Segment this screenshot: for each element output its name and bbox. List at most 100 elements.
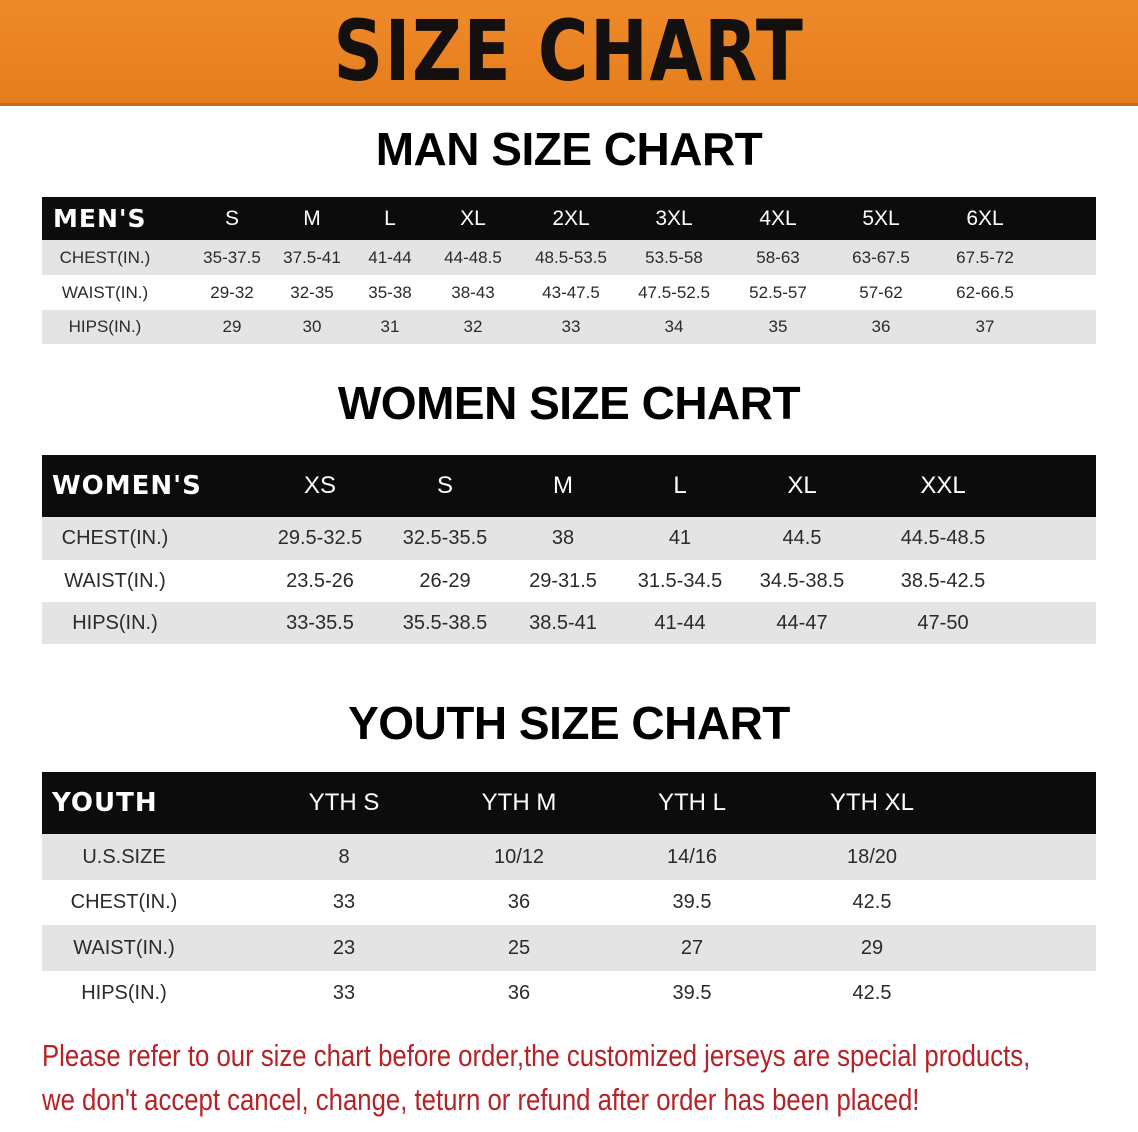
table-header-row: MEN'S S M L XL 2XL 3XL 4XL 5XL 6XL xyxy=(42,197,1096,240)
table-cell: 42.5 xyxy=(852,891,892,913)
banner-title: SIZE CHART xyxy=(333,2,805,100)
table-cell: 38-43 xyxy=(451,282,495,302)
table-cell: 62-66.5 xyxy=(956,282,1014,302)
size-header: 2XL xyxy=(552,206,590,230)
size-header: 3XL xyxy=(655,206,693,230)
table-cell: 29-32 xyxy=(210,282,254,302)
table-header-label: WOMEN'S xyxy=(52,471,202,501)
table-cell: 44-48.5 xyxy=(444,247,502,267)
table-cell: 67.5-72 xyxy=(956,247,1014,267)
table-cell: 33 xyxy=(332,982,356,1004)
table-row: CHEST(IN.) 29.5-32.5 32.5-35.5 38 41 44.5 44.5… xyxy=(42,517,1096,560)
table-cell: 29 xyxy=(222,317,242,336)
size-header: L xyxy=(673,472,687,499)
size-header: YTH S xyxy=(308,789,380,816)
table-cell: 29-31.5 xyxy=(529,569,597,592)
table-cell: 32 xyxy=(463,317,483,336)
row-label: CHEST(IN.) xyxy=(61,527,169,549)
table-cell: 10/12 xyxy=(493,845,545,868)
table-cell: 43-47.5 xyxy=(542,282,600,302)
table-cell: 35-38 xyxy=(368,282,412,302)
size-header: YTH XL xyxy=(829,789,915,816)
table-cell: 23 xyxy=(332,936,356,959)
table-cell: 18/20 xyxy=(846,845,898,868)
table-cell: 36 xyxy=(871,317,891,336)
table-cell: 47.5-52.5 xyxy=(638,282,710,302)
table-cell: 27 xyxy=(680,936,704,959)
table-row: WAIST(IN.) 23.5-26 26-29 29-31.5 31.5-34.5 34… xyxy=(42,560,1096,602)
table-cell: 33-35.5 xyxy=(286,611,354,634)
table-cell: 30 xyxy=(302,317,322,336)
size-header: M xyxy=(553,472,573,499)
table-cell: 29.5-32.5 xyxy=(277,527,363,549)
table-cell: 52.5-57 xyxy=(749,282,807,302)
table-cell: 47-50 xyxy=(917,611,969,634)
size-header: YTH M xyxy=(481,789,557,816)
size-header: XL xyxy=(787,472,817,499)
table-header-row: YOUTH YTH S YTH M YTH L YTH XL xyxy=(42,772,1096,834)
table-cell: 23.5-26 xyxy=(286,569,354,592)
table-cell: 32-35 xyxy=(290,282,334,302)
table-cell: 57-62 xyxy=(859,282,903,302)
table-cell: 38 xyxy=(551,527,575,549)
row-label: HIPS(IN.) xyxy=(81,982,167,1004)
size-header: M xyxy=(303,206,321,230)
table-cell: 35.5-38.5 xyxy=(402,611,488,634)
size-header: 6XL xyxy=(966,206,1004,230)
table-cell: 36 xyxy=(507,891,531,913)
table-cell: 44-47 xyxy=(776,611,828,634)
table-row: WAIST(IN.) 23 25 27 29 xyxy=(42,925,1096,971)
row-label: WAIST(IN.) xyxy=(64,569,166,592)
women-size-table: WOMEN'S XS S M L XL XXL CHEST(IN.) 29.5-32.5 32.5… xyxy=(42,455,1096,644)
table-header-label: MEN'S xyxy=(53,204,147,233)
table-cell: 37 xyxy=(975,317,995,336)
table-header-label: YOUTH xyxy=(52,788,158,818)
table-cell: 34 xyxy=(664,317,684,336)
youth-section-title: YOUTH SIZE CHART xyxy=(348,697,790,749)
size-chart-banner: SIZE CHART xyxy=(0,0,1138,106)
table-cell: 33 xyxy=(561,317,581,336)
table-cell: 41 xyxy=(668,527,692,549)
table-cell: 44.5 xyxy=(782,527,822,549)
table-row: HIPS(IN.) 33-35.5 35.5-38.5 38.5-41 41-44 44-… xyxy=(42,602,1096,644)
row-label: CHEST(IN.) xyxy=(59,247,151,267)
women-section-title: WOMEN SIZE CHART xyxy=(337,377,801,429)
table-cell: 38.5-42.5 xyxy=(900,569,986,592)
men-section-title: MAN SIZE CHART xyxy=(375,123,763,175)
table-header-row: WOMEN'S XS S M L XL XXL xyxy=(42,455,1096,517)
table-cell: 41-44 xyxy=(654,611,706,634)
size-header: 5XL xyxy=(862,206,900,230)
table-cell: 35 xyxy=(768,317,788,336)
notice-line-1: Please refer to our size chart before or… xyxy=(42,1038,1031,1073)
size-header: L xyxy=(384,206,396,230)
table-cell: 14/16 xyxy=(666,845,718,868)
size-header: XS xyxy=(303,472,336,499)
table-cell: 25 xyxy=(507,936,531,959)
row-label: HIPS(IN.) xyxy=(68,317,142,336)
table-cell: 58-63 xyxy=(756,247,800,267)
size-header: S xyxy=(224,206,239,230)
table-row: CHEST(IN.) 35-37.5 37.5-41 41-44 44-48.5 48.5… xyxy=(42,240,1096,275)
table-row: U.S.SIZE 8 10/12 14/16 18/20 xyxy=(42,834,1096,880)
table-cell: 53.5-58 xyxy=(645,247,703,267)
size-header: XXL xyxy=(920,472,966,499)
table-cell: 38.5-41 xyxy=(529,611,597,634)
table-cell: 44.5-48.5 xyxy=(900,527,986,549)
size-header: S xyxy=(436,472,453,499)
table-cell: 41-44 xyxy=(368,247,412,267)
size-header: XL xyxy=(460,206,486,230)
table-row: HIPS(IN.) 29 30 31 32 33 34 35 36 37 xyxy=(42,310,1096,344)
table-cell: 31.5-34.5 xyxy=(637,569,723,592)
table-cell: 39.5 xyxy=(672,982,712,1004)
table-cell: 29 xyxy=(860,936,884,959)
row-label: CHEST(IN.) xyxy=(70,891,178,913)
table-cell: 33 xyxy=(332,891,356,913)
row-label: U.S.SIZE xyxy=(82,845,166,868)
row-label: WAIST(IN.) xyxy=(73,936,175,959)
table-cell: 36 xyxy=(507,982,531,1004)
row-label: WAIST(IN.) xyxy=(61,282,149,302)
table-cell: 34.5-38.5 xyxy=(759,569,845,592)
table-cell: 63-67.5 xyxy=(852,247,910,267)
table-cell: 42.5 xyxy=(852,982,892,1004)
table-cell: 35-37.5 xyxy=(203,247,261,267)
